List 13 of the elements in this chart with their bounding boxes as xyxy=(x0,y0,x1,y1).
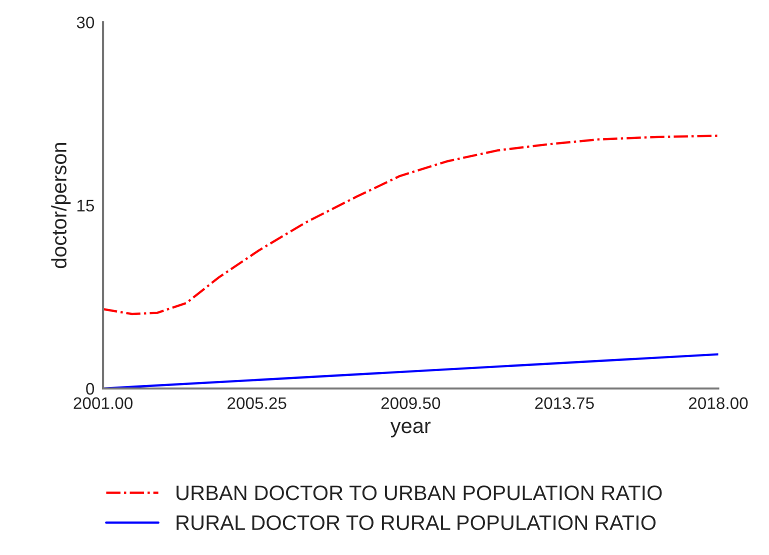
legend-label: RURAL DOCTOR TO RURAL POPULATION RATIO xyxy=(176,515,656,530)
x-tick-label: 2009.50 xyxy=(381,397,440,410)
y-axis-title: doctor/person xyxy=(51,143,71,268)
x-tick-label: 2001.00 xyxy=(74,397,133,410)
x-tick-label: 2005.25 xyxy=(228,397,286,410)
x-axis-title: year xyxy=(390,422,431,438)
y-tick-label: 15 xyxy=(77,200,94,212)
line-series xyxy=(103,134,718,316)
x-tick-label: 2013.75 xyxy=(535,397,594,410)
y-tick-label: 0 xyxy=(86,382,94,395)
x-tick-label: 2018.00 xyxy=(688,397,748,410)
y-tick-label: 30 xyxy=(76,16,94,28)
legend-label: URBAN DOCTOR TO URBAN POPULATION RATIO xyxy=(176,486,662,500)
